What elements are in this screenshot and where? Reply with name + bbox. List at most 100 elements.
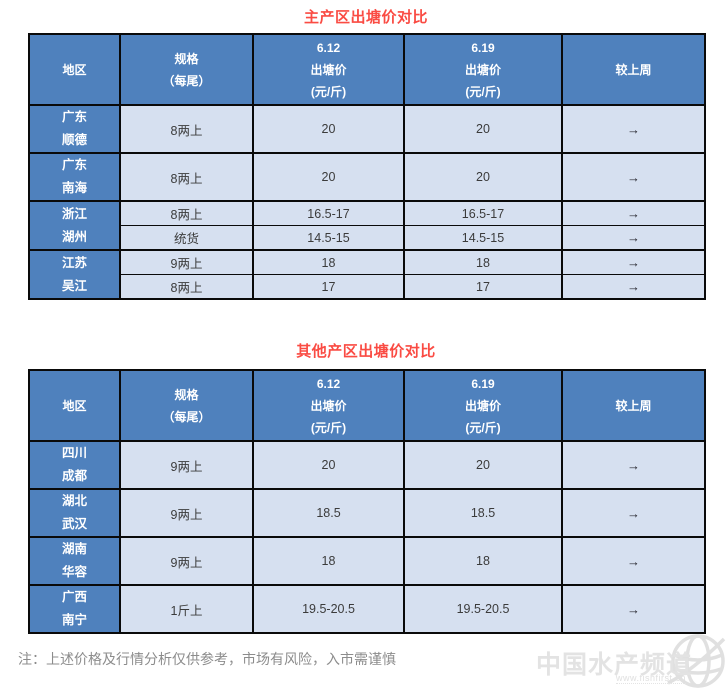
trend-arrow-icon: → [561,249,706,275]
table-row: 湖北 武汉 9两上 18.5 18.5 → [28,488,706,538]
trend-arrow-icon: → [561,274,706,300]
table-row: 江苏 吴江 9两上 18 18 → [28,249,706,300]
price-619-cell: 14.5-15 [403,225,563,251]
header-price-619: 6.19 出塘价 (元/斤) [403,33,563,106]
region-line1: 广东 [61,110,87,124]
header-date-612: 6.12 [316,40,341,55]
price-619-cell: 20 [403,152,563,202]
header-vs-last-week: 较上周 [561,369,706,442]
price-612-cell: 18 [252,536,405,586]
header-price-619: 6.19 出塘价 (元/斤) [403,369,563,442]
header-spec-line2: （每尾） [162,409,211,424]
price-612-cell: 14.5-15 [252,225,405,251]
header-price-label-612: 出塘价 [310,62,347,77]
price-612-cell: 20 [252,440,405,490]
watermark: 中国水产频道 www.fishfirst.cn [536,631,726,693]
header-date-619: 6.19 [471,376,495,391]
region-line1: 湖南 [61,542,87,556]
price-612-cell: 18 [252,249,405,275]
header-region-label: 地区 [62,62,87,77]
spec-cell: 1斤上 [119,584,254,634]
price-612-cell: 19.5-20.5 [252,584,405,634]
header-week-label: 较上周 [615,398,652,413]
header-price-label-619: 出塘价 [464,62,501,77]
region-line1: 江苏 [61,255,87,270]
region-line1: 浙江 [61,206,87,221]
header-region: 地区 [28,33,121,106]
header-vs-last-week: 较上周 [561,33,706,106]
region-cell: 四川 成都 [28,440,121,490]
price-619-cell: 19.5-20.5 [403,584,563,634]
header-spec: 规格 （每尾） [119,369,254,442]
watermark-url-text: www.fishfirst.cn [615,673,686,684]
region-line1: 湖北 [61,494,87,508]
header-unit-612: (元/斤) [310,420,347,435]
header-price-612: 6.12 出塘价 (元/斤) [252,369,405,442]
disclaimer-note: 注：上述价格及行情分析仅供参考，市场有风险，入市需谨慎 [18,651,396,667]
header-unit-612: (元/斤) [310,84,347,99]
header-region: 地区 [28,369,121,442]
price-619-cell: 18.5 [403,488,563,538]
table-row: 广西 南宁 1斤上 19.5-20.5 19.5-20.5 → [28,584,706,634]
price-619-cell: 18 [403,536,563,586]
table-row: 统货 14.5-15 14.5-15 → [29,225,706,251]
table2-title: 其他产区出塘价对比 [296,343,436,360]
trend-arrow-icon: → [561,488,706,538]
header-region-label: 地区 [62,398,87,413]
content-column: 主产区出塘价对比 地区 规格 （每尾） 6.12 出塘价 (元/斤) [28,0,706,634]
price-612-cell: 20 [252,152,405,202]
spec-cell: 8两上 [119,104,254,154]
table-row: 四川 成都 9两上 20 20 → [28,440,706,490]
table1-header-row: 地区 规格 （每尾） 6.12 出塘价 (元/斤) 6.19 出塘价 (元/斤) [28,33,706,106]
header-price-label-612: 出塘价 [310,398,347,413]
region-line2: 顺德 [61,133,87,147]
globe-icon [667,634,726,688]
region-line2: 武汉 [61,517,87,531]
table-row: 广东 顺德 8两上 20 20 → [28,104,706,154]
header-date-619: 6.19 [471,40,495,55]
price-619-cell: 18 [403,249,563,275]
trend-arrow-icon: → [561,225,706,251]
region-cell: 广西 南宁 [28,584,121,634]
region-cell: 湖北 武汉 [28,488,121,538]
header-spec-line1: 规格 [174,387,199,402]
trend-arrow-icon: → [561,440,706,490]
price-612-cell: 17 [252,274,405,300]
region-cell: 浙江 湖州 [28,200,121,251]
main-region-price-table: 地区 规格 （每尾） 6.12 出塘价 (元/斤) 6.19 出塘价 (元/斤) [28,33,706,300]
table-row: 浙江 湖州 8两上 16.5-17 16.5-17 → [28,200,706,251]
header-spec-line2: （每尾） [162,73,211,88]
spec-cell: 8两上 [119,152,254,202]
region-line1: 广西 [61,590,87,604]
price-612-cell: 20 [252,104,405,154]
price-619-cell: 20 [403,104,563,154]
other-region-price-table: 地区 规格 （每尾） 6.12 出塘价 (元/斤) 6.19 出塘价 (元/斤) [28,369,706,634]
region-line2: 湖州 [61,229,87,244]
table-row: 广东 南海 8两上 20 20 → [28,152,706,202]
header-unit-619: (元/斤) [465,84,501,99]
spec-cell: 8两上 [119,200,254,226]
spec-cell: 9两上 [119,488,254,538]
price-619-cell: 20 [403,440,563,490]
spec-cell: 8两上 [119,274,254,300]
spec-cell: 9两上 [119,536,254,586]
header-week-label: 较上周 [615,62,652,77]
table-row: 湖南 华容 9两上 18 18 → [28,536,706,586]
price-612-cell: 16.5-17 [252,200,405,226]
trend-arrow-icon: → [561,584,706,634]
region-cell: 广东 顺德 [28,104,121,154]
table2-header-row: 地区 规格 （每尾） 6.12 出塘价 (元/斤) 6.19 出塘价 (元/斤) [28,369,706,442]
table1-title: 主产区出塘价对比 [303,9,428,26]
price-619-cell: 16.5-17 [403,200,563,226]
region-cell: 江苏 吴江 [28,249,121,300]
region-line2: 南宁 [61,613,87,627]
region-line2: 吴江 [61,278,87,293]
price-612-cell: 18.5 [252,488,405,538]
trend-arrow-icon: → [561,104,706,154]
region-line2: 华容 [61,565,87,579]
spec-cell: 统货 [119,225,254,251]
watermark-brand-text: 中国水产频道 [535,651,692,679]
region-cell: 广东 南海 [28,152,121,202]
spec-cell: 9两上 [119,249,254,275]
